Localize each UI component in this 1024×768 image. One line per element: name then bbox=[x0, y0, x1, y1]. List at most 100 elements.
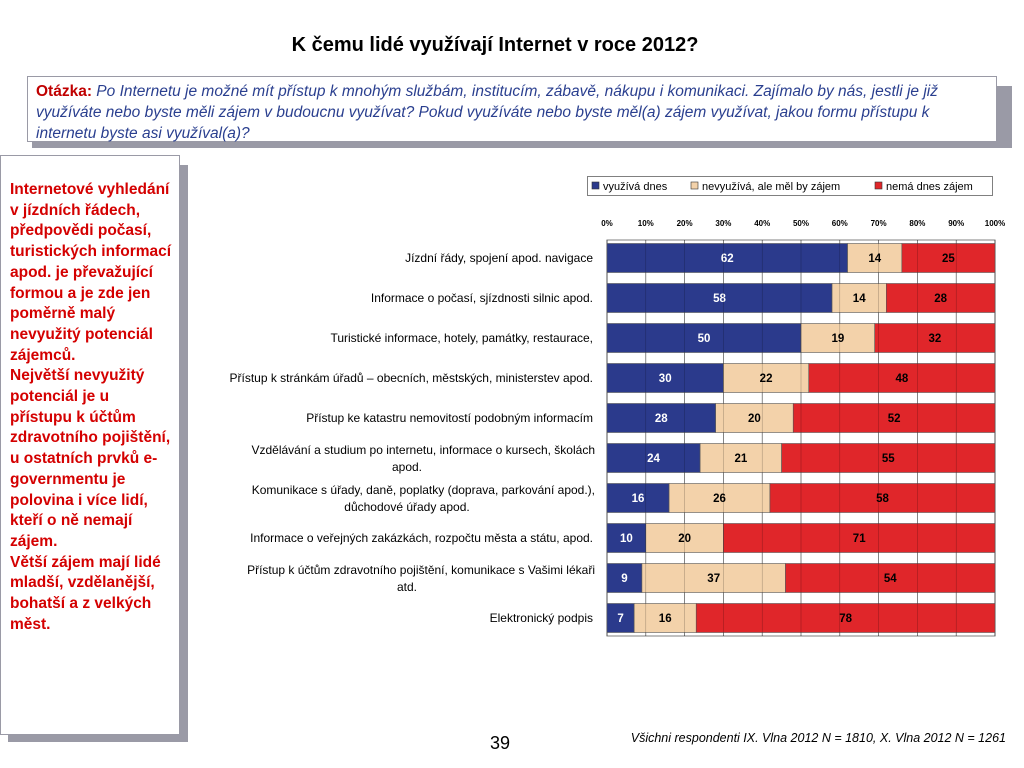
left-panel-paragraph-2: Největší nevyužitý potenciál je u přístu… bbox=[10, 367, 171, 550]
bar-value-label: 78 bbox=[839, 613, 852, 625]
bar-segment bbox=[606, 363, 724, 393]
bar-segment bbox=[886, 283, 996, 313]
bar-value-label: 9 bbox=[621, 573, 627, 585]
bar-segment bbox=[606, 243, 848, 273]
bar-value-label: 62 bbox=[721, 253, 734, 265]
question-label: Otázka: bbox=[36, 83, 92, 100]
bar-value-label: 20 bbox=[748, 413, 761, 425]
category-label: atd. bbox=[397, 580, 417, 594]
x-tick-label: 100% bbox=[985, 219, 1005, 228]
bar-segment bbox=[606, 283, 833, 313]
x-tick-label: 10% bbox=[638, 219, 654, 228]
bar-segment bbox=[668, 483, 771, 513]
left-panel-paragraph-3: Větší zájem mají lidé mladší, vzdělanějš… bbox=[10, 553, 161, 633]
category-label: Informace o veřejných zakázkách, rozpočt… bbox=[250, 531, 593, 545]
question-box: Otázka: Po Internetu je možné mít přístu… bbox=[27, 76, 997, 142]
bar-value-label: 58 bbox=[876, 493, 889, 505]
bar-segment bbox=[606, 443, 701, 473]
bar-value-label: 14 bbox=[853, 293, 866, 305]
left-panel: Internetové vyhledání v jízdních řádech,… bbox=[0, 155, 180, 735]
bar-value-label: 10 bbox=[620, 533, 633, 545]
bar-value-label: 26 bbox=[713, 493, 726, 505]
bar-value-label: 24 bbox=[647, 453, 660, 465]
bar-segment bbox=[606, 483, 670, 513]
legend-label: nevyužívá, ale měl by zájem bbox=[702, 181, 840, 193]
category-label: Informace o počasí, sjízdnosti silnic ap… bbox=[371, 291, 593, 305]
page-title: K čemu lidé využívají Internet v roce 20… bbox=[291, 34, 699, 56]
legend-swatch bbox=[874, 181, 883, 190]
category-label: Turistické informace, hotely, památky, r… bbox=[330, 331, 593, 345]
legend-label: nemá dnes zájem bbox=[886, 181, 973, 193]
bar-segment bbox=[781, 443, 996, 473]
page-number: 39 bbox=[489, 733, 511, 753]
bar-segment bbox=[769, 483, 996, 513]
category-label: apod. bbox=[392, 460, 422, 474]
left-panel-paragraph-1: Internetové vyhledání v jízdních řádech,… bbox=[10, 181, 172, 364]
category-label: Přístup k účtům zdravotního pojištění, k… bbox=[247, 563, 595, 577]
bar-value-label: 21 bbox=[734, 453, 747, 465]
bar-value-label: 20 bbox=[678, 533, 691, 545]
x-tick-label: 20% bbox=[677, 219, 693, 228]
bar-value-label: 54 bbox=[884, 573, 897, 585]
bar-value-label: 58 bbox=[713, 293, 726, 305]
category-label: Komunikace s úřady, daně, poplatky (dopr… bbox=[252, 483, 595, 497]
bar-segment bbox=[847, 243, 903, 273]
bar-value-label: 28 bbox=[655, 413, 668, 425]
bar-value-label: 50 bbox=[698, 333, 711, 345]
bar-segment bbox=[606, 563, 643, 593]
bar-value-label: 22 bbox=[760, 373, 773, 385]
category-label: Elektronický podpis bbox=[490, 611, 593, 625]
bar-segment bbox=[695, 603, 996, 633]
bar-segment bbox=[831, 283, 887, 313]
x-tick-label: 60% bbox=[832, 219, 848, 228]
bar-segment bbox=[723, 523, 996, 553]
bar-value-label: 37 bbox=[707, 573, 720, 585]
bar-segment bbox=[606, 523, 647, 553]
bar-segment bbox=[699, 443, 782, 473]
bar-value-label: 32 bbox=[928, 333, 941, 345]
footnote: Všichni respondenti IX. Vlna 2012 N = 18… bbox=[630, 731, 1006, 745]
bar-value-label: 16 bbox=[632, 493, 645, 505]
bar-segment bbox=[808, 363, 996, 393]
bar-segment bbox=[785, 563, 996, 593]
bar-segment bbox=[641, 563, 786, 593]
bar-value-label: 19 bbox=[831, 333, 844, 345]
bar-segment bbox=[633, 603, 697, 633]
bar-segment bbox=[606, 323, 802, 353]
x-tick-label: 0% bbox=[601, 219, 613, 228]
bar-value-label: 52 bbox=[888, 413, 901, 425]
legend-swatch bbox=[591, 181, 600, 190]
bar-segment bbox=[645, 523, 724, 553]
bar-value-label: 28 bbox=[934, 293, 947, 305]
x-tick-label: 90% bbox=[948, 219, 964, 228]
category-label: Přístup ke katastru nemovitostí podobným… bbox=[306, 411, 593, 425]
question-text: Po Internetu je možné mít přístup k mnoh… bbox=[36, 83, 938, 142]
bar-segment bbox=[723, 363, 810, 393]
bar-value-label: 14 bbox=[868, 253, 881, 265]
x-tick-label: 80% bbox=[909, 219, 925, 228]
bar-segment bbox=[792, 403, 996, 433]
x-tick-label: 70% bbox=[871, 219, 887, 228]
bar-segment bbox=[874, 323, 996, 353]
chart-legend-frame bbox=[587, 176, 993, 196]
category-label: Jízdní řády, spojení apod. navigace bbox=[405, 251, 593, 265]
bar-value-label: 25 bbox=[942, 253, 955, 265]
x-tick-label: 30% bbox=[715, 219, 731, 228]
bar-segment bbox=[901, 243, 996, 273]
bar-value-label: 71 bbox=[853, 533, 866, 545]
bar-value-label: 7 bbox=[617, 613, 623, 625]
bar-value-label: 30 bbox=[659, 373, 672, 385]
bar-value-label: 55 bbox=[882, 453, 895, 465]
category-label: důchodové úřady apod. bbox=[344, 500, 469, 514]
category-label: Vzdělávání a studium po internetu, infor… bbox=[251, 443, 595, 457]
bar-segment bbox=[606, 403, 716, 433]
x-tick-label: 40% bbox=[754, 219, 770, 228]
category-label: Přístup k stránkám úřadů – obecních, měs… bbox=[230, 371, 594, 385]
legend-swatch bbox=[690, 181, 699, 190]
bar-segment bbox=[606, 603, 635, 633]
bar-value-label: 16 bbox=[659, 613, 672, 625]
bar-value-label: 48 bbox=[895, 373, 908, 385]
x-tick-label: 50% bbox=[793, 219, 809, 228]
legend-label: využívá dnes bbox=[603, 181, 668, 193]
